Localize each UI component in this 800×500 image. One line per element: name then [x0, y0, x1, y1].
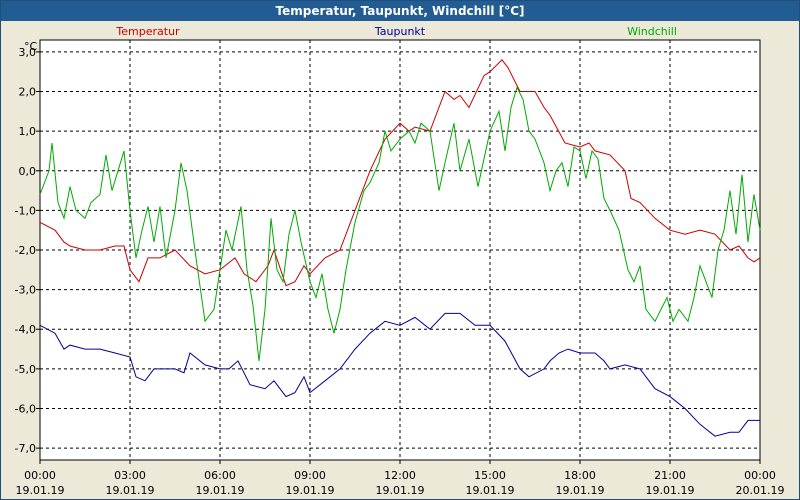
x-tick-date-label: 19.01.19 — [376, 484, 425, 497]
y-axis-unit-label: °C — [24, 40, 38, 53]
axis-labels: °C 3,0 2,0 1,0 0,0 -1,0 -2,0 -3,0 -4,0 -5,0 -6,0 -… — [15, 40, 785, 497]
x-tick-date-label: 20.01.19 — [736, 484, 785, 497]
legend-entry-temperatur: Temperatur — [115, 25, 180, 38]
y-tick-label: 3,0 — [19, 46, 37, 59]
legend-entry-taupunkt: Taupunkt — [374, 25, 426, 38]
x-tick-date-label: 19.01.19 — [196, 484, 245, 497]
y-tick-label: -3,0 — [15, 284, 36, 297]
x-tick-date-label: 19.01.19 — [646, 484, 695, 497]
y-tick-label: -4,0 — [15, 323, 36, 336]
y-tick-label: -6,0 — [15, 402, 36, 415]
x-tick-time-label: 18:00 — [564, 469, 596, 482]
series-line-windchill — [39, 86, 761, 361]
y-tick-label: 1,0 — [19, 125, 37, 138]
x-tick-time-label: 12:00 — [384, 469, 416, 482]
series-layer — [39, 59, 761, 437]
legend-entry-windchill: Windchill — [627, 25, 677, 38]
x-tick-time-label: 21:00 — [654, 469, 686, 482]
x-tick-time-label: 15:00 — [474, 469, 506, 482]
x-tick-date-label: 19.01.19 — [16, 484, 65, 497]
x-tick-time-label: 00:00 — [24, 469, 56, 482]
y-tick-label: -2,0 — [15, 244, 36, 257]
x-tick-date-label: 19.01.19 — [556, 484, 605, 497]
series-line-taupunkt — [39, 312, 760, 437]
x-tick-time-label: 09:00 — [294, 469, 326, 482]
x-tick-date-label: 19.01.19 — [466, 484, 515, 497]
x-tick-time-label: 03:00 — [114, 469, 146, 482]
y-tick-label: -5,0 — [15, 363, 36, 376]
chart-title: Temperatur, Taupunkt, Windchill [°C] — [1, 1, 799, 21]
y-tick-label: -7,0 — [15, 442, 36, 455]
x-tick-date-label: 19.01.19 — [106, 484, 155, 497]
legend: Temperatur Taupunkt Windchill — [115, 25, 677, 38]
x-tick-date-label: 19.01.19 — [286, 484, 335, 497]
series-line-temperatur — [39, 59, 761, 287]
y-tick-label: 0,0 — [19, 165, 37, 178]
y-tick-label: 2,0 — [19, 86, 37, 99]
x-tick-time-label: 06:00 — [204, 469, 236, 482]
y-tick-label: -1,0 — [15, 204, 36, 217]
x-tick-time-label: 00:00 — [744, 469, 776, 482]
